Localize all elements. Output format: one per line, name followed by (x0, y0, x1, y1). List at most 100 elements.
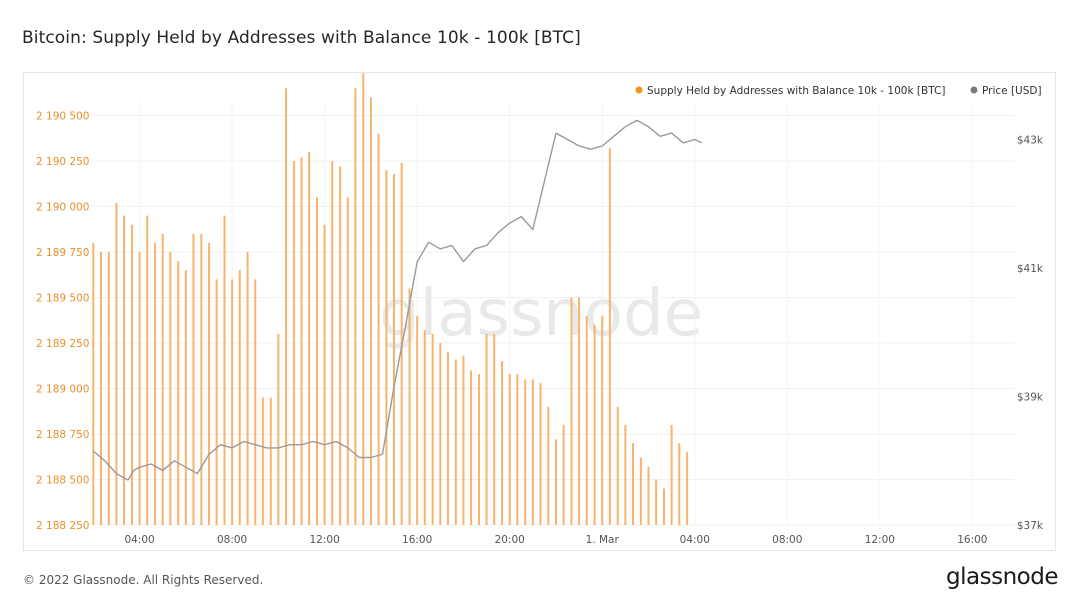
supply-bar (477, 373, 480, 525)
supply-bar (393, 173, 396, 525)
supply-bar (246, 252, 249, 525)
y-right-tick-0: $37k (1017, 520, 1044, 532)
supply-bar (200, 233, 203, 526)
supply-bar (408, 288, 411, 525)
supply-bar (524, 379, 527, 525)
supply-bar (215, 279, 218, 525)
supply-bar (655, 479, 658, 525)
supply-bar (369, 97, 372, 525)
supply-bar (385, 170, 388, 525)
y-left-tick-5: 2 189 500 (36, 293, 89, 305)
supply-bar (269, 397, 272, 525)
supply-bar (423, 330, 426, 525)
supply-bar (578, 297, 581, 525)
supply-bar (115, 202, 118, 525)
y-right-tick-2: $41k (1017, 263, 1044, 275)
supply-bar (562, 424, 565, 525)
supply-bar (277, 333, 280, 525)
y-axis-left: 2 188 250 2 188 500 2 188 750 2 189 000 2 18… (36, 111, 89, 532)
supply-bar (354, 88, 357, 525)
y-right-tick-3: $43k (1017, 135, 1044, 147)
x-tick-2: 12:00 (310, 534, 340, 546)
supply-bar (92, 242, 95, 525)
page-title: Bitcoin: Supply Held by Addresses with B… (22, 28, 581, 48)
footer-copyright: © 2022 Glassnode. All Rights Reserved. (23, 573, 264, 587)
y-left-tick-4: 2 189 250 (36, 338, 89, 350)
supply-bar (639, 457, 642, 525)
supply-bar (632, 443, 635, 525)
supply-bar (192, 233, 195, 526)
supply-bar (130, 224, 133, 525)
supply-bar (316, 197, 319, 525)
price-line (92, 119, 703, 481)
watermark: glassnode (379, 277, 703, 351)
x-tick-4: 20:00 (495, 534, 525, 546)
supply-bar (493, 333, 496, 525)
supply-bar (346, 197, 349, 525)
supply-bar (154, 242, 157, 525)
supply-bar (516, 373, 519, 525)
supply-bar (300, 157, 303, 525)
supply-bar (254, 279, 257, 525)
supply-bar (616, 406, 619, 525)
supply-bar (339, 166, 342, 525)
supply-bar (138, 252, 141, 525)
legend-dot-price (970, 86, 978, 94)
y-left-tick-3: 2 189 000 (36, 384, 89, 396)
x-tick-3: 16:00 (402, 534, 432, 546)
supply-bar (308, 151, 311, 525)
price-line-group (92, 119, 703, 481)
supply-bar (531, 379, 534, 525)
y-left-tick-1: 2 188 500 (36, 475, 89, 487)
legend-item-price[interactable]: Price [USD] (970, 85, 1042, 97)
supply-bar (601, 315, 604, 525)
supply-bar (362, 73, 365, 525)
y-left-tick-8: 2 190 250 (36, 156, 89, 168)
supply-bar (207, 242, 210, 525)
supply-bar (223, 215, 226, 525)
legend-item-supply[interactable]: Supply Held by Addresses with Balance 10… (635, 85, 946, 97)
y-right-tick-1: $39k (1017, 392, 1044, 404)
legend-label-supply: Supply Held by Addresses with Balance 10… (647, 85, 945, 97)
supply-bar (431, 333, 434, 525)
y-left-tick-2: 2 188 750 (36, 429, 89, 441)
x-tick-8: 12:00 (865, 534, 895, 546)
supply-bar (624, 424, 627, 525)
supply-bar (177, 261, 180, 525)
supply-bar (238, 270, 241, 525)
supply-bar (508, 373, 511, 525)
supply-bar (593, 324, 596, 525)
y-left-tick-6: 2 189 750 (36, 247, 89, 259)
x-axis: 04:00 08:00 12:00 16:00 20:00 1. Mar 04:00 08:0… (124, 534, 987, 546)
supply-bar (608, 148, 611, 525)
supply-bar (184, 270, 187, 525)
supply-bar (686, 452, 689, 525)
supply-bar (107, 252, 110, 525)
glassnode-logo[interactable]: glassnode (946, 564, 1058, 590)
supply-bar (261, 397, 264, 525)
y-left-tick-0: 2 188 250 (36, 520, 89, 532)
legend-label-price: Price [USD] (982, 85, 1042, 97)
x-tick-5: 1. Mar (586, 534, 620, 546)
supply-bar (377, 133, 380, 525)
supply-bar (161, 233, 164, 526)
supply-bar (285, 88, 288, 525)
y-axis-right: $37k $39k $41k $43k (1017, 135, 1044, 532)
legend-dot-supply (635, 86, 643, 94)
supply-bar (647, 466, 650, 525)
supply-bar (570, 297, 573, 525)
supply-bar (470, 370, 473, 525)
supply-bar (446, 352, 449, 525)
supply-bar (678, 443, 681, 525)
supply-bar (554, 439, 557, 525)
supply-bar (670, 424, 673, 525)
supply-bar (439, 343, 442, 525)
x-tick-6: 04:00 (680, 534, 710, 546)
legend: Supply Held by Addresses with Balance 10… (635, 85, 1042, 97)
x-tick-0: 04:00 (124, 534, 154, 546)
supply-bar (231, 279, 234, 525)
supply-bar (454, 359, 457, 525)
supply-bar (169, 252, 172, 525)
supply-bar (323, 224, 326, 525)
chart-frame: glassnode 2 188 250 2 188 500 2 188 750 2 1… (23, 72, 1056, 551)
